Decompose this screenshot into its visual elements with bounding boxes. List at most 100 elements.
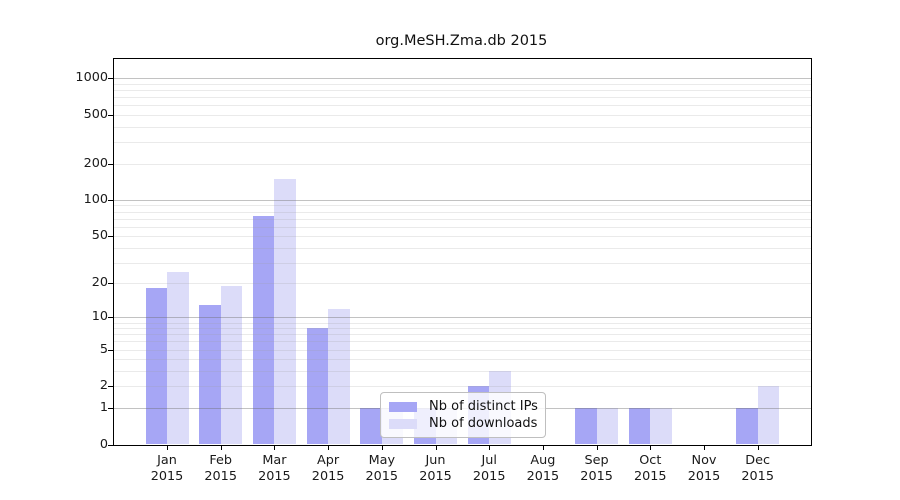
x-tick-year: 2015: [741, 469, 774, 484]
legend-swatch-downloads: [389, 418, 417, 429]
gridline-minor: [114, 359, 811, 361]
x-tick-label: Jul 2015: [461, 453, 517, 485]
gridline-major: [114, 78, 811, 80]
legend-row-downloads: Nb of downloads: [389, 416, 538, 431]
legend-row-distinct-ips: Nb of distinct IPs: [389, 399, 538, 414]
y-tick-mark: [108, 115, 114, 117]
x-tick-mark: [435, 445, 437, 450]
plot-area: Nb of distinct IPs Nb of downloads 0 1 2 5 1…: [75, 58, 812, 484]
gridline-minor: [114, 90, 811, 92]
x-tick-label: Feb 2015: [193, 453, 249, 485]
gridline-minor: [114, 386, 811, 388]
bar-downloads-mar: [274, 179, 296, 445]
y-tick-mark: [108, 199, 114, 201]
gridline-major: [114, 199, 811, 201]
x-tick-label: Oct 2015: [622, 453, 678, 485]
x-tick-label: Mar 2015: [246, 453, 302, 485]
y-tick-label: 0: [99, 436, 108, 452]
x-tick-mark: [381, 445, 383, 450]
y-tick-mark: [108, 163, 114, 165]
gridline-minor: [114, 283, 811, 285]
y-tick-label: 5: [99, 341, 108, 357]
gridline-minor: [114, 341, 811, 343]
gridline-minor: [114, 84, 811, 86]
x-tick-year: 2015: [150, 469, 184, 484]
y-tick-mark: [108, 317, 114, 319]
gridline-minor: [114, 163, 811, 165]
bar-distinct-ips-dec: [736, 407, 758, 445]
gridline-major: [114, 317, 811, 319]
y-tick-mark: [108, 78, 114, 80]
y-tick-label: 1000: [75, 70, 108, 86]
bar-distinct-ips-may: [360, 407, 382, 445]
gridline-minor: [114, 328, 811, 330]
x-tick-mark: [328, 445, 330, 450]
x-tick-year: 2015: [258, 469, 291, 484]
chart-title: org.MeSH.Zma.db 2015: [375, 33, 548, 49]
y-tick-mark: [108, 444, 114, 446]
gridline-minor: [114, 126, 811, 128]
x-tick-year: 2015: [687, 469, 721, 484]
bar-downloads-oct: [650, 407, 672, 445]
gridline-minor: [114, 262, 811, 264]
y-tick-label: 10: [91, 309, 108, 325]
x-tick-mark: [220, 445, 222, 450]
gridline-minor: [114, 334, 811, 336]
x-tick-year: 2015: [526, 469, 560, 484]
gridline-minor: [114, 322, 811, 324]
bar-distinct-ips-jan: [145, 288, 167, 445]
x-tick-year: 2015: [311, 469, 345, 484]
x-tick-mark: [757, 445, 759, 450]
gridline-minor: [114, 142, 811, 144]
x-tick-label: Sep 2015: [569, 453, 625, 485]
bar-distinct-ips-oct: [628, 407, 651, 445]
gridline-minor: [114, 226, 811, 228]
x-tick-mark: [274, 445, 276, 450]
y-tick-mark: [108, 236, 114, 238]
gridline-minor: [114, 115, 811, 117]
y-tick-mark: [108, 283, 114, 285]
gridline-minor: [114, 218, 811, 220]
legend-label-downloads: Nb of downloads: [429, 416, 538, 431]
x-tick-label: Nov 2015: [676, 453, 732, 485]
x-tick-year: 2015: [365, 469, 399, 484]
gridline-minor: [114, 349, 811, 351]
bar-downloads-jan: [167, 271, 189, 445]
y-tick-mark: [108, 407, 114, 409]
bar-downloads-apr: [328, 308, 350, 445]
x-tick-year: 2015: [580, 469, 613, 484]
x-tick-mark: [650, 445, 652, 450]
y-tick-label: 50: [91, 228, 108, 244]
x-tick-year: 2015: [419, 469, 452, 484]
legend: Nb of distinct IPs Nb of downloads: [380, 392, 546, 438]
gridline-minor: [114, 236, 811, 238]
x-tick-label: Jun 2015: [408, 453, 464, 485]
y-tick-label: 20: [91, 275, 108, 291]
bar-distinct-ips-feb: [199, 304, 221, 445]
x-tick-label: Jan 2015: [139, 453, 195, 485]
x-tick-mark: [704, 445, 705, 450]
bar-downloads-feb: [220, 285, 243, 445]
gridline-minor: [114, 247, 811, 249]
y-tick-mark: [108, 349, 114, 351]
legend-label-distinct-ips: Nb of distinct IPs: [429, 399, 538, 414]
gridline-minor: [114, 211, 811, 213]
x-tick-label: Dec 2015: [730, 453, 786, 485]
bar-downloads-sep: [596, 407, 619, 445]
y-tick-label: 1: [99, 399, 108, 415]
y-tick-label: 2: [99, 378, 108, 394]
gridline-minor: [114, 205, 811, 207]
bar-distinct-ips-mar: [252, 215, 275, 445]
x-tick-mark: [542, 445, 544, 450]
bar-downloads-dec: [757, 386, 780, 445]
y-tick-label: 200: [83, 155, 108, 171]
gridline-minor: [114, 97, 811, 99]
x-tick-year: 2015: [204, 469, 237, 484]
x-tick-year: 2015: [634, 469, 667, 484]
bar-distinct-ips-sep: [575, 407, 597, 445]
x-tick-label: May 2015: [354, 453, 410, 485]
y-tick-mark: [108, 386, 114, 388]
gridline-minor: [114, 371, 811, 373]
x-tick-mark: [167, 445, 168, 450]
